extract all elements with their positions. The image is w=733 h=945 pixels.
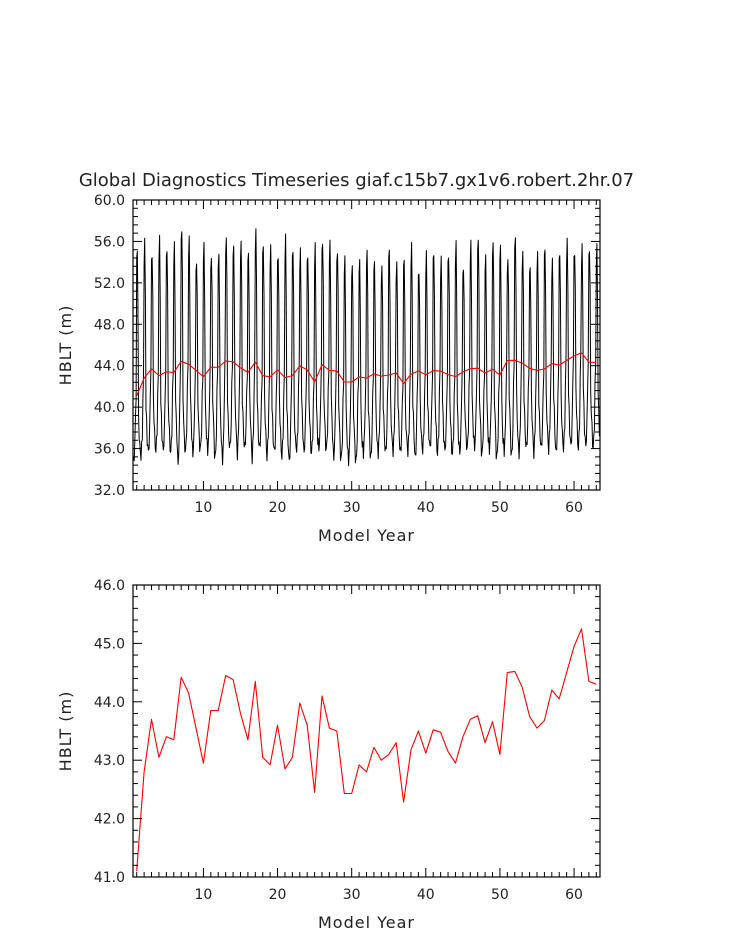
chart-title: Global Diagnostics Timeseries giaf.c15b7… (79, 170, 634, 191)
y-tick-label: 44.0 (94, 359, 125, 375)
bottom-panel-annual-mean: 10 20 30 40 50 60 41.0 42.0 43.0 44.0 45.0 46.0 Mode… (56, 578, 601, 932)
x-tick-label: 50 (491, 500, 509, 516)
y-tick-label: 45.0 (94, 636, 125, 652)
y-tick-label: 52.0 (94, 276, 125, 292)
x-tick-label: 30 (343, 887, 361, 903)
x-tick-label: 30 (343, 500, 361, 516)
x-tick-label: 10 (195, 887, 213, 903)
y-tick-label: 60.0 (94, 193, 125, 209)
x-tick-label: 20 (269, 887, 287, 903)
y-tick-label: 46.0 (94, 578, 125, 594)
x-axis-label: Model Year (318, 913, 415, 932)
y-tick-label: 56.0 (94, 234, 125, 250)
y-axis-label: HBLT (m) (56, 305, 75, 386)
y-axis-label: HBLT (m) (56, 691, 75, 772)
y-tick-label: 48.0 (94, 317, 125, 333)
y-tick-label: 32.0 (94, 483, 125, 499)
x-tick-label: 40 (417, 887, 435, 903)
series-line-annual-mean (136, 628, 597, 872)
x-tick-label: 50 (491, 887, 509, 903)
x-tick-label: 60 (565, 887, 583, 903)
y-tick-label: 36.0 (94, 442, 125, 458)
y-tick-label: 40.0 (94, 400, 125, 416)
y-tick-label: 43.0 (94, 753, 125, 769)
y-tick-label: 42.0 (94, 812, 125, 828)
x-tick-label: 60 (565, 500, 583, 516)
x-tick-label: 10 (195, 500, 213, 516)
series-line-monthly (133, 228, 600, 467)
y-tick-label: 41.0 (94, 870, 125, 886)
series-line-annual-mean (136, 352, 597, 397)
plot-frame (132, 584, 601, 878)
x-axis-label: Model Year (318, 526, 415, 545)
x-tick-label: 20 (269, 500, 287, 516)
x-tick-label: 40 (417, 500, 435, 516)
y-tick-label: 44.0 (94, 695, 125, 711)
top-panel-timeseries: 10 20 30 40 50 60 32.0 36.0 40.0 44.0 48.0 52.0 56.0… (56, 170, 634, 545)
